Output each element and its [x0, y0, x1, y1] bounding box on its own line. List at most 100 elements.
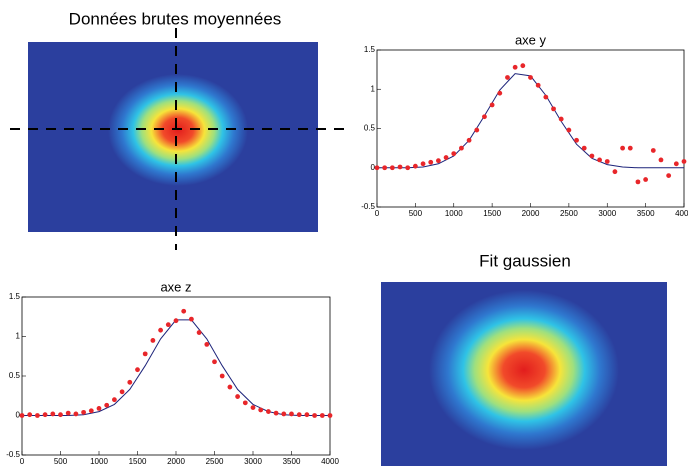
heatmap-blob: [429, 290, 619, 450]
data-point: [428, 159, 434, 165]
data-point: [673, 161, 679, 167]
data-point: [482, 114, 487, 120]
data-point: [196, 330, 202, 335]
data-point: [65, 410, 71, 416]
y-tick-label: -0.5: [361, 202, 375, 211]
data-point: [258, 407, 264, 413]
data-point: [281, 411, 287, 417]
data-point: [319, 413, 325, 418]
data-point: [165, 322, 171, 328]
data-point: [374, 165, 380, 171]
x-tick-label: 3000: [244, 457, 262, 466]
data-point: [127, 379, 133, 385]
y-tick-label: 0: [371, 163, 376, 172]
data-point: [466, 137, 472, 143]
data-point: [604, 159, 610, 164]
chart-title: axe y: [515, 32, 547, 47]
data-point: [597, 157, 602, 163]
data-point: [389, 165, 395, 171]
data-point: [627, 145, 633, 151]
data-point: [19, 413, 25, 418]
data-point: [412, 163, 418, 169]
fit-line: [22, 319, 330, 416]
x-tick-label: 1000: [445, 209, 463, 218]
data-point: [643, 177, 649, 182]
data-point: [181, 308, 187, 314]
data-point: [35, 413, 40, 418]
data-point: [212, 359, 217, 365]
data-point: [158, 327, 164, 333]
data-point: [150, 338, 156, 343]
data-point: [204, 342, 210, 347]
data-point: [296, 412, 302, 418]
data-point: [304, 412, 310, 418]
x-tick-label: 2000: [522, 209, 540, 218]
data-point: [405, 165, 411, 171]
y-tick-label: 0.5: [9, 371, 21, 380]
data-point: [520, 63, 526, 69]
fit-line: [377, 73, 684, 169]
data-point: [50, 411, 56, 417]
data-point: [382, 165, 388, 171]
x-tick-label: 1500: [129, 457, 147, 466]
y-tick-label: 0: [16, 411, 21, 420]
data-point: [135, 367, 140, 373]
data-point: [512, 64, 518, 70]
data-point: [81, 409, 86, 415]
data-point: [420, 161, 426, 167]
data-point: [612, 169, 618, 175]
chart-title: axe z: [160, 279, 191, 294]
x-tick-label: 500: [54, 457, 68, 466]
data-point: [189, 316, 194, 322]
x-tick-label: 1000: [90, 457, 108, 466]
data-point: [551, 106, 556, 112]
x-tick-label: 0: [20, 457, 25, 466]
data-point: [312, 413, 317, 418]
data-point: [250, 405, 256, 410]
data-point: [242, 400, 248, 406]
y-tick-label: 1: [371, 84, 376, 93]
data-point: [235, 394, 241, 399]
x-tick-label: 1500: [483, 209, 501, 218]
data-point: [96, 405, 102, 411]
data-point: [112, 397, 117, 403]
data-point: [505, 75, 510, 80]
data-point: [650, 148, 656, 153]
data-point: [535, 82, 541, 88]
data-point: [497, 90, 503, 96]
data-point: [620, 145, 625, 151]
data-point: [474, 127, 480, 133]
chart-title: Fit gaussien: [479, 251, 571, 270]
x-tick-label: 2500: [560, 209, 578, 218]
raw-heatmap: [10, 28, 350, 250]
data-point: [543, 94, 549, 100]
data-point: [119, 389, 125, 395]
data-point: [266, 409, 271, 414]
data-point: [436, 158, 441, 164]
data-point: [489, 102, 495, 108]
data-point: [73, 411, 79, 417]
data-point: [589, 153, 595, 159]
data-point: [327, 413, 333, 418]
data-point: [658, 157, 664, 163]
data-point: [273, 410, 279, 416]
y-tick-label: -0.5: [6, 450, 20, 459]
data-point: [88, 408, 94, 414]
data-point: [397, 164, 403, 170]
y-tick-label: 1.5: [9, 292, 21, 301]
data-point: [558, 116, 564, 122]
x-tick-label: 3500: [637, 209, 655, 218]
data-point: [219, 373, 225, 379]
data-point: [443, 155, 449, 160]
x-tick-label: 500: [409, 209, 423, 218]
data-point: [574, 137, 579, 143]
data-point: [566, 127, 572, 133]
data-point: [27, 412, 33, 418]
x-tick-label: 0: [375, 209, 380, 218]
x-tick-label: 2500: [206, 457, 224, 466]
x-tick-label: 3000: [598, 209, 616, 218]
data-point: [227, 384, 233, 390]
data-point: [681, 159, 687, 164]
data-point: [451, 151, 457, 157]
